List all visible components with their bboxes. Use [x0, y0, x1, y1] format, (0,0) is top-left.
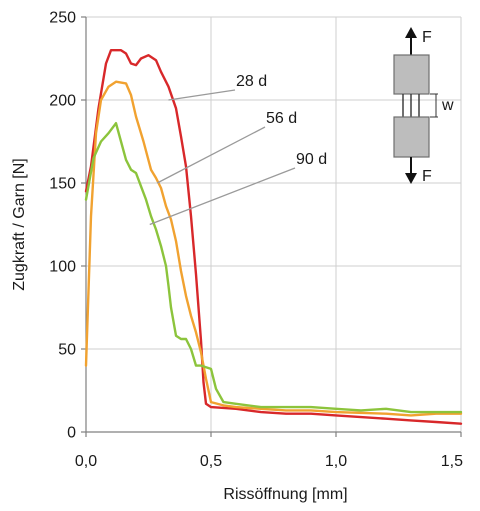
force-label-top: F: [422, 29, 432, 46]
x-axis-title: Rissöffnung [mm]: [223, 486, 347, 503]
plot-area: 0 50 100 150 200 250 0,0 0,5 1,0 1,5 Rissöffnung […: [11, 10, 463, 504]
y-tick-label: 250: [49, 10, 76, 27]
force-arrowhead-up: [405, 27, 417, 38]
y-tick-label: 0: [67, 425, 76, 442]
x-tick-label: 0,0: [75, 453, 97, 470]
y-tick-label: 100: [49, 259, 76, 276]
series-label-90d: 90 d: [296, 151, 327, 168]
x-tick-label: 1,5: [441, 453, 463, 470]
x-tick-label: 1,0: [325, 453, 347, 470]
y-tick-label: 150: [49, 176, 76, 193]
specimen-lower-block: [393, 116, 430, 158]
y-tick-label: 200: [49, 93, 76, 110]
x-tick-label: 0,5: [200, 453, 222, 470]
series-leader-line: [156, 126, 266, 184]
series-line-56d: [84, 80, 463, 417]
gap-label: w: [441, 97, 454, 114]
specimen-inset: F w F: [393, 27, 454, 185]
y-tick-label: 50: [58, 342, 76, 359]
y-axis-title: Zugkraft / Garn [N]: [11, 158, 28, 290]
force-arrowhead-down: [405, 173, 417, 184]
series-label-56d: 56 d: [266, 110, 297, 127]
series-line-90d: [84, 122, 463, 414]
series-leader-line: [149, 167, 296, 226]
force-label-bottom: F: [422, 168, 432, 185]
series-label-28d: 28 d: [236, 73, 267, 90]
series-leader-line: [168, 89, 236, 101]
series-line-28d: [84, 49, 463, 425]
specimen-upper-block: [393, 54, 430, 95]
